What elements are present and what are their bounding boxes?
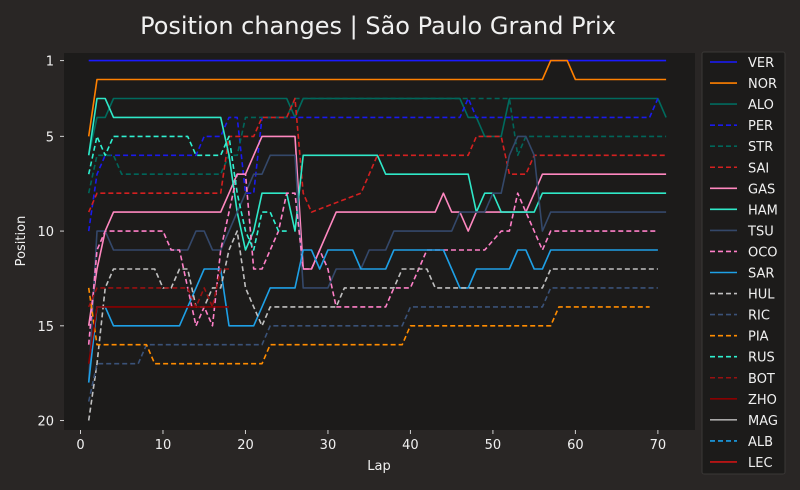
legend-label-ver: VER — [748, 56, 774, 71]
legend-label-ham: HAM — [748, 203, 778, 218]
legend-label-tsu: TSU — [747, 224, 774, 239]
y-axis-label: Position — [14, 216, 29, 267]
legend-label-ric: RIC — [748, 309, 770, 324]
x-tick-label: 60 — [567, 438, 584, 453]
series-line-ham — [87, 97, 667, 251]
series-line-per — [87, 97, 659, 232]
series-line-ric — [87, 287, 658, 402]
series-line-rus — [87, 135, 287, 251]
series-line-pia — [87, 287, 650, 365]
series-line-zho — [87, 306, 229, 364]
legend-label-rus: RUS — [748, 351, 775, 366]
series-line-nor — [87, 59, 667, 137]
y-tick-label: 15 — [37, 320, 54, 335]
series-line-tsu — [87, 135, 667, 383]
legend-label-alb: ALB — [748, 435, 773, 450]
y-tick-label: 5 — [46, 130, 54, 145]
legend-label-nor: NOR — [748, 77, 777, 92]
legend-label-mag: MAG — [748, 414, 778, 429]
legend: VER NOR ALO PER STR SAI GAS HAM TSU OCO SAR HUL RIC P… — [710, 56, 778, 471]
series-line-oco — [87, 173, 658, 345]
x-tick-label: 20 — [237, 438, 254, 453]
x-tick-label: 50 — [485, 438, 502, 453]
legend-label-sai: SAI — [748, 161, 769, 176]
x-tick-label: 10 — [155, 438, 172, 453]
series-line-bot — [87, 268, 229, 308]
x-tick-label: 30 — [320, 438, 337, 453]
y-tick-label: 10 — [37, 225, 54, 240]
series-line-hul — [87, 230, 658, 421]
legend-label-bot: BOT — [748, 372, 775, 387]
chart-title: Position changes | São Paulo Grand Prix — [140, 12, 616, 40]
legend-label-lec: LEC — [748, 456, 773, 471]
legend-label-per: PER — [748, 119, 773, 134]
legend-label-hul: HUL — [748, 288, 775, 303]
series-line-sai — [87, 97, 667, 213]
x-tick-label: 0 — [76, 438, 84, 453]
legend-label-gas: GAS — [748, 182, 775, 197]
y-tick-label: 1 — [46, 55, 54, 70]
x-axis-label: Lap — [367, 459, 390, 474]
legend-box — [701, 51, 786, 475]
plot-area — [64, 53, 695, 430]
series-line-alo — [87, 97, 667, 156]
legend-label-alo: ALO — [748, 98, 774, 113]
series-lines — [87, 59, 667, 421]
y-tick-label: 20 — [37, 415, 54, 430]
x-axis-ticks: 0 10 20 30 40 50 60 70 — [76, 430, 666, 453]
legend-label-pia: PIA — [748, 330, 769, 345]
legend-label-sar: SAR — [748, 267, 774, 282]
x-tick-label: 70 — [650, 438, 667, 453]
x-tick-label: 40 — [402, 438, 419, 453]
legend-label-oco: OCO — [748, 245, 778, 260]
legend-label-str: STR — [748, 140, 773, 155]
series-line-str — [87, 97, 667, 194]
legend-label-zho: ZHO — [748, 393, 777, 408]
